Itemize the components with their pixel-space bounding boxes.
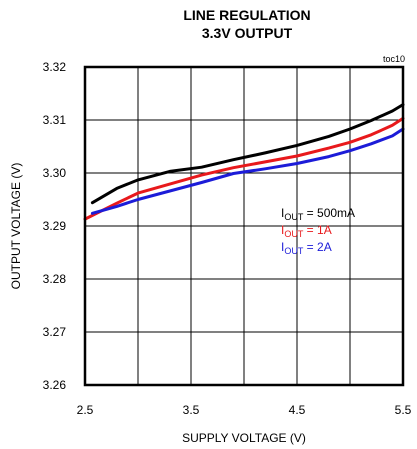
chart-title: LINE REGULATION bbox=[183, 7, 310, 23]
series-lines bbox=[83, 103, 405, 221]
tick-labels: 2.5 3.5 4.5 5.5 3.26 3.27 3.28 3.29 3.30 3.31 3.32 bbox=[43, 60, 412, 417]
x-tick-label: 2.5 bbox=[77, 403, 94, 417]
x-tick-label: 5.5 bbox=[395, 403, 412, 417]
x-tick-label: 4.5 bbox=[289, 403, 306, 417]
x-tick-label: 3.5 bbox=[183, 403, 200, 417]
legend-entry-500ma: IOUT = 500mA bbox=[281, 206, 355, 222]
y-tick-label: 3.30 bbox=[43, 166, 67, 180]
y-tick-label: 3.32 bbox=[43, 60, 67, 74]
y-tick-label: 3.27 bbox=[43, 325, 67, 339]
y-tick-label: 3.26 bbox=[43, 378, 67, 392]
chart-subtitle: 3.3V OUTPUT bbox=[202, 25, 293, 41]
legend-entry-2a: IOUT = 2A bbox=[281, 240, 332, 256]
plot-frame bbox=[83, 65, 405, 387]
x-axis-label: SUPPLY VOLTAGE (V) bbox=[182, 431, 306, 445]
y-tick-label: 3.28 bbox=[43, 272, 67, 286]
series-line-1a bbox=[83, 116, 405, 221]
series-line-2a bbox=[90, 127, 405, 215]
y-tick-label: 3.31 bbox=[43, 113, 67, 127]
y-tick-label: 3.29 bbox=[43, 219, 67, 233]
figure-tag: toc10 bbox=[383, 54, 405, 64]
series-line-500ma bbox=[90, 103, 405, 205]
legend-entry-1a: IOUT = 1A bbox=[281, 223, 332, 239]
grid bbox=[85, 67, 403, 385]
y-axis-label: OUTPUT VOLTAGE (V) bbox=[9, 163, 23, 290]
